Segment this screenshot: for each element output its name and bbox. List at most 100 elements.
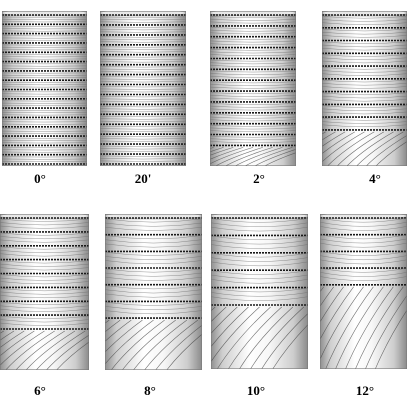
flow-streak xyxy=(100,120,186,123)
flow-streak xyxy=(100,96,186,98)
flow-streak xyxy=(105,218,202,223)
flow-streak xyxy=(210,16,296,18)
flow-streak xyxy=(322,92,407,96)
flow-streak xyxy=(100,110,186,113)
helical-streak xyxy=(261,313,308,369)
helical-streak xyxy=(56,341,89,370)
flow-streak xyxy=(211,279,308,284)
flow-streak xyxy=(210,59,296,62)
flow-streak xyxy=(100,148,186,150)
flow-streak xyxy=(322,111,407,115)
flow-streak xyxy=(322,99,407,102)
flow-streak xyxy=(320,221,407,227)
cylinder-6 xyxy=(211,214,308,369)
helical-streak xyxy=(0,330,15,341)
flow-streak xyxy=(100,86,186,88)
flow-streak xyxy=(210,97,296,100)
flow-streak xyxy=(100,26,186,28)
flow-streak xyxy=(100,118,186,120)
flow-streak xyxy=(322,79,407,83)
flow-streak xyxy=(0,274,89,278)
flow-streak xyxy=(320,242,407,248)
flow-streak xyxy=(100,21,186,23)
flow-streak xyxy=(322,70,407,73)
flow-streak xyxy=(0,277,89,281)
flow-streak xyxy=(210,86,296,89)
flow-streak xyxy=(105,260,202,265)
cylinder-outline xyxy=(100,11,186,166)
flow-streak xyxy=(100,36,186,38)
helical-streak xyxy=(155,324,202,370)
flow-streak xyxy=(0,295,89,299)
flow-streak xyxy=(100,71,186,73)
helical-streak xyxy=(244,147,293,166)
flow-streak xyxy=(210,108,296,111)
helical-streak xyxy=(322,131,355,155)
helical-streak xyxy=(346,131,394,166)
flow-streak xyxy=(210,81,296,84)
helical-streak xyxy=(366,135,407,166)
flow-streak xyxy=(322,60,407,64)
flow-streak xyxy=(320,226,407,231)
flow-streak xyxy=(0,225,89,229)
cylinder-5 xyxy=(105,214,202,370)
flow-streak xyxy=(322,44,407,48)
cylinder-2 xyxy=(210,11,296,166)
helical-streak xyxy=(320,286,364,361)
helical-streak xyxy=(216,306,271,369)
cylinder-outline xyxy=(105,214,202,370)
cylinder-3 xyxy=(322,11,407,166)
flow-streak xyxy=(100,106,186,108)
flow-streak xyxy=(210,92,296,95)
helical-streak xyxy=(264,152,296,166)
flow-streak xyxy=(322,67,407,70)
helical-streak xyxy=(355,286,404,369)
flow-streak xyxy=(210,70,296,73)
cylinder-panel-3 xyxy=(322,11,407,166)
helical-streak xyxy=(336,131,385,166)
cylinder-panel-5 xyxy=(105,214,202,370)
flow-streak xyxy=(105,243,202,248)
cylinder-outline xyxy=(2,11,87,166)
flow-streak xyxy=(100,160,186,162)
helical-streak xyxy=(335,286,384,369)
flow-streak xyxy=(105,226,202,231)
flow-streak xyxy=(105,251,202,256)
flow-streak xyxy=(322,118,407,121)
flow-streak xyxy=(320,272,407,277)
flow-streak xyxy=(100,125,186,127)
flow-streak xyxy=(211,292,308,297)
flow-streak xyxy=(0,281,89,285)
cylinder-body xyxy=(320,214,407,369)
flow-streak xyxy=(211,270,308,275)
helical-streak xyxy=(144,319,198,370)
flow-streak xyxy=(322,83,407,86)
flow-streak xyxy=(105,256,202,260)
helical-streak xyxy=(0,330,25,349)
flow-streak xyxy=(0,222,89,226)
flow-streak xyxy=(100,16,186,18)
flow-streak xyxy=(100,38,186,41)
flow-streak xyxy=(105,293,202,298)
flow-streak xyxy=(100,61,186,63)
helical-streak xyxy=(211,306,249,348)
flow-streak xyxy=(320,234,407,240)
label-0: 0° xyxy=(34,171,46,186)
helical-streak xyxy=(210,147,254,165)
flow-streak xyxy=(100,135,186,137)
helical-streak xyxy=(322,131,365,163)
flow-streak xyxy=(320,255,407,261)
flow-streak xyxy=(0,218,89,222)
flow-streak xyxy=(210,84,296,86)
flow-streak xyxy=(100,58,186,60)
flow-streak xyxy=(211,252,308,258)
flow-streak xyxy=(210,103,296,105)
helical-streak xyxy=(254,149,296,166)
helical-streak xyxy=(25,330,76,370)
flow-streak xyxy=(210,135,296,138)
flow-streak xyxy=(322,35,407,38)
label-6: 10° xyxy=(246,383,266,398)
flow-streak xyxy=(210,27,296,29)
flow-streak xyxy=(322,108,407,111)
flow-streak xyxy=(100,91,186,93)
